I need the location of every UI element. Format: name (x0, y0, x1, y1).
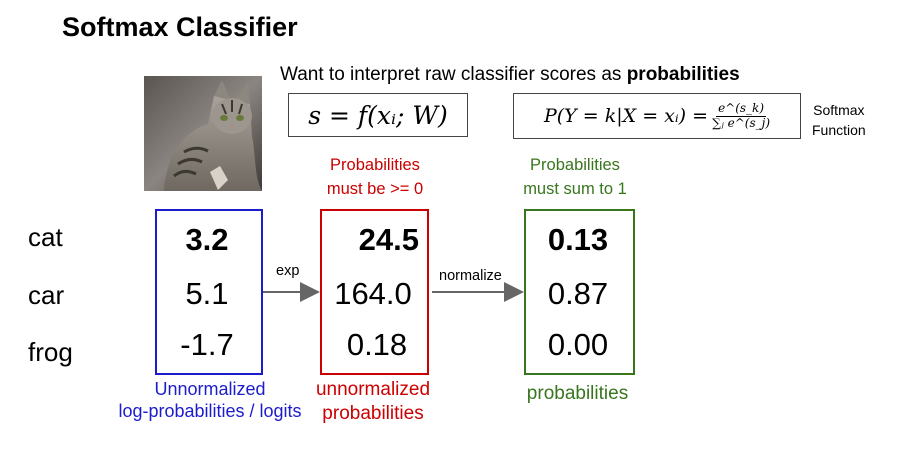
caption-logits: Unnormalized log-probabilities / logits (60, 378, 360, 422)
note-sum-line1: Probabilities (530, 156, 620, 174)
probabilities-box (524, 209, 635, 375)
exp-arrow-label: exp (276, 263, 300, 279)
note-sum-line2: must sum to 1 (523, 180, 627, 198)
function-label-line1: Softmax (813, 102, 865, 118)
score-cat: 3.2 (185, 222, 229, 257)
softmax-fraction: e^(s_k) ∑ⱼ e^(s_j) (712, 101, 771, 130)
note-positive-line1: Probabilities (330, 156, 420, 174)
subtitle-bold: probabilities (626, 64, 740, 85)
exp-score-car: 164.0 (334, 276, 412, 311)
function-label-line2: Function (812, 122, 866, 138)
subtitle: Want to interpret raw classifier scores … (280, 64, 740, 86)
page-title: Softmax Classifier (62, 12, 298, 42)
softmax-numerator: e^(s_k) (716, 101, 767, 117)
exp-score-frog: 0.18 (346, 327, 408, 362)
score-frog: -1.7 (180, 327, 234, 362)
caption-unnormalized-probabilities: unnormalized probabilities (293, 378, 453, 426)
score-car: 5.1 (185, 276, 229, 311)
note-must-be-positive: Probabilities must be >= 0 (300, 153, 450, 201)
probability-cat: 0.13 (547, 222, 609, 257)
cat-photo (144, 76, 262, 191)
caption-logits-line1: Unnormalized (154, 379, 266, 399)
caption-exp-line1: unnormalized (315, 379, 431, 400)
softmax-formula-lhs: P(Y = k|X = xᵢ) = (543, 105, 709, 127)
class-label-car: car (28, 280, 65, 310)
class-label-cat: cat (28, 222, 63, 252)
class-label-frog: frog (28, 337, 73, 367)
softmax-formula: P(Y = k|X = xᵢ) = e^(s_k) ∑ⱼ e^(s_j) (513, 93, 801, 139)
normalize-arrow-label: normalize (439, 268, 502, 284)
note-must-sum-to-one: Probabilities must sum to 1 (495, 153, 655, 201)
caption-logits-line2: log-probabilities / logits (118, 401, 302, 421)
caption-exp-line2: probabilities (322, 403, 424, 424)
note-positive-line2: must be >= 0 (326, 180, 424, 198)
logits-box (155, 209, 263, 375)
softmax-denominator: ∑ⱼ e^(s_j) (712, 115, 771, 130)
probability-car: 0.87 (547, 276, 609, 311)
caption-probabilities: probabilities (526, 383, 629, 404)
probability-frog: 0.00 (547, 327, 609, 362)
unnormalized-probabilities-box (320, 209, 429, 375)
score-function-formula: s = f(xᵢ; W) (288, 93, 468, 137)
exp-score-cat: 24.5 (358, 222, 419, 257)
function-label: Softmax Function (812, 100, 866, 140)
subtitle-text: Want to interpret raw classifier scores … (280, 64, 627, 85)
